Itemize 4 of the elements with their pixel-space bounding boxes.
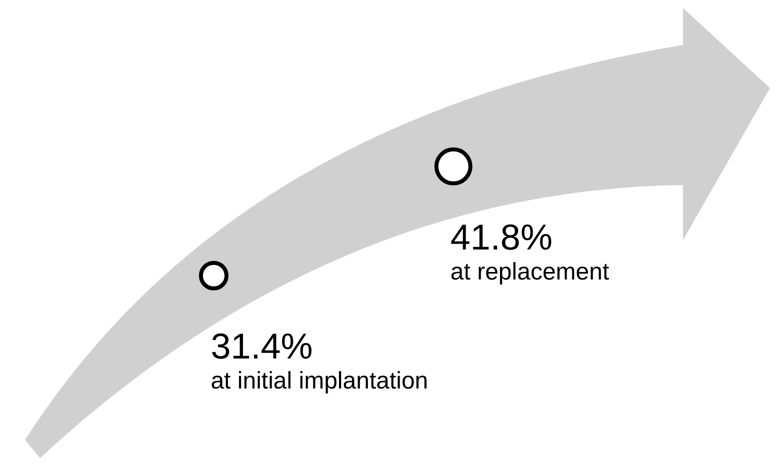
category-label: at replacement (450, 258, 610, 286)
data-label: 31.4% (210, 326, 313, 367)
data-label: 41.8% (450, 216, 552, 258)
category-label: at initial implantation (210, 368, 428, 395)
